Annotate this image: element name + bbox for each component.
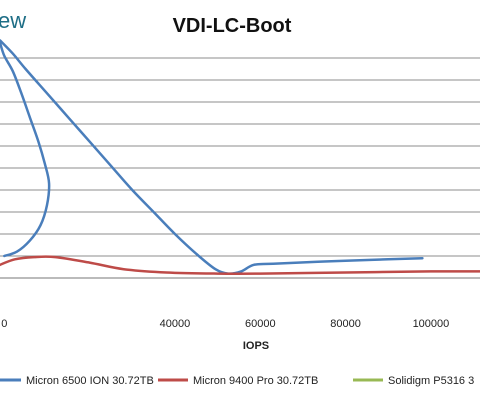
x-tick-label-1: 40000: [160, 318, 191, 330]
x-tick-label-0: 0: [1, 318, 7, 330]
x-tick-label-4: 100000: [413, 318, 450, 330]
series-line-2: [0, 255, 480, 275]
legend: Micron 6500 ION 30.72TB Micron 9400 Pro 3…: [0, 375, 474, 387]
series-line-0: [0, 41, 51, 258]
legend-label-2: Solidigm P5316 3: [388, 375, 474, 387]
x-tick-label-2: 60000: [245, 318, 276, 330]
x-axis-ticks: 0 40000 60000 80000 100000: [1, 318, 449, 330]
legend-label-1: Micron 9400 Pro 30.72TB: [193, 375, 318, 387]
gridlines: [0, 57, 480, 279]
series-layer: [0, 39, 480, 275]
legend-label-0: Micron 6500 ION 30.72TB: [26, 375, 154, 387]
x-axis-label: IOPS: [243, 340, 269, 352]
x-tick-label-3: 80000: [330, 318, 361, 330]
logo-text: ew: [0, 8, 26, 33]
series-line-1: [0, 39, 424, 275]
chart-title: VDI-LC-Boot: [173, 15, 292, 37]
